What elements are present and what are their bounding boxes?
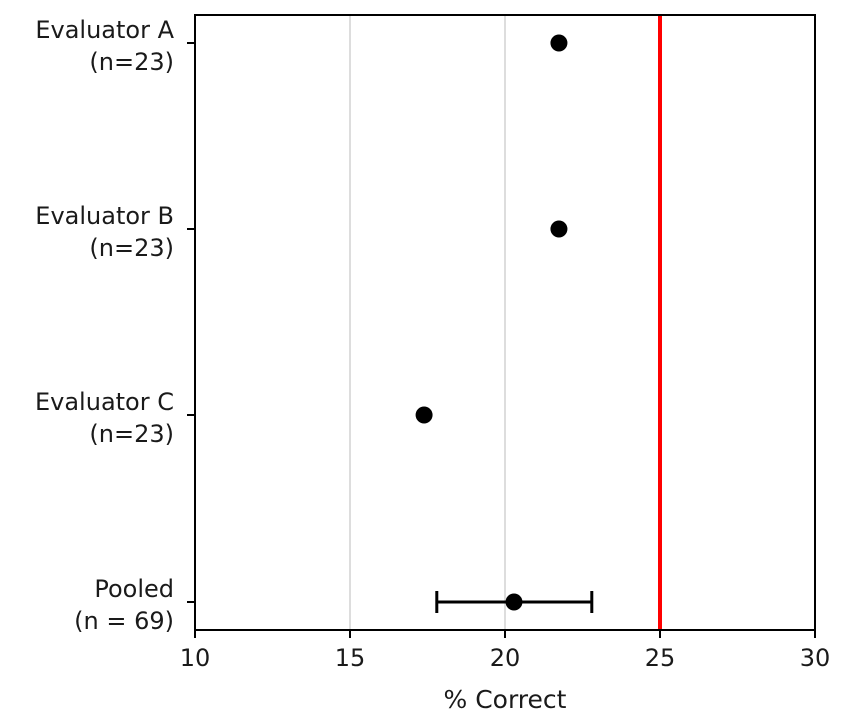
data-point xyxy=(550,34,568,52)
data-point xyxy=(505,593,523,611)
x-tick-label: 20 xyxy=(490,644,521,672)
y-tick-sublabel: (n = 69) xyxy=(74,607,174,635)
y-tick-label: Pooled xyxy=(94,575,174,603)
y-tick-label: Evaluator C xyxy=(35,388,174,416)
x-axis-ticks: 10 15 20 25 30 xyxy=(180,630,831,672)
gridlines xyxy=(349,15,506,630)
x-tick-label: 25 xyxy=(645,644,676,672)
data-point xyxy=(415,406,433,424)
data-point xyxy=(550,220,568,238)
y-tick-sublabel: (n=23) xyxy=(89,420,174,448)
x-tick-label: 15 xyxy=(335,644,366,672)
y-tick-sublabel: (n=23) xyxy=(89,234,174,262)
y-tick-sublabel: (n=23) xyxy=(89,48,174,76)
x-tick-label: 10 xyxy=(180,644,211,672)
x-axis-label: % Correct xyxy=(444,685,567,714)
y-tick-label: Evaluator A xyxy=(35,16,174,44)
x-tick-label: 30 xyxy=(800,644,831,672)
data-points xyxy=(415,34,568,611)
y-axis-ticks: Evaluator A (n=23) Evaluator B (n=23) Evalua… xyxy=(35,16,195,635)
y-tick-label: Evaluator B xyxy=(35,202,174,230)
